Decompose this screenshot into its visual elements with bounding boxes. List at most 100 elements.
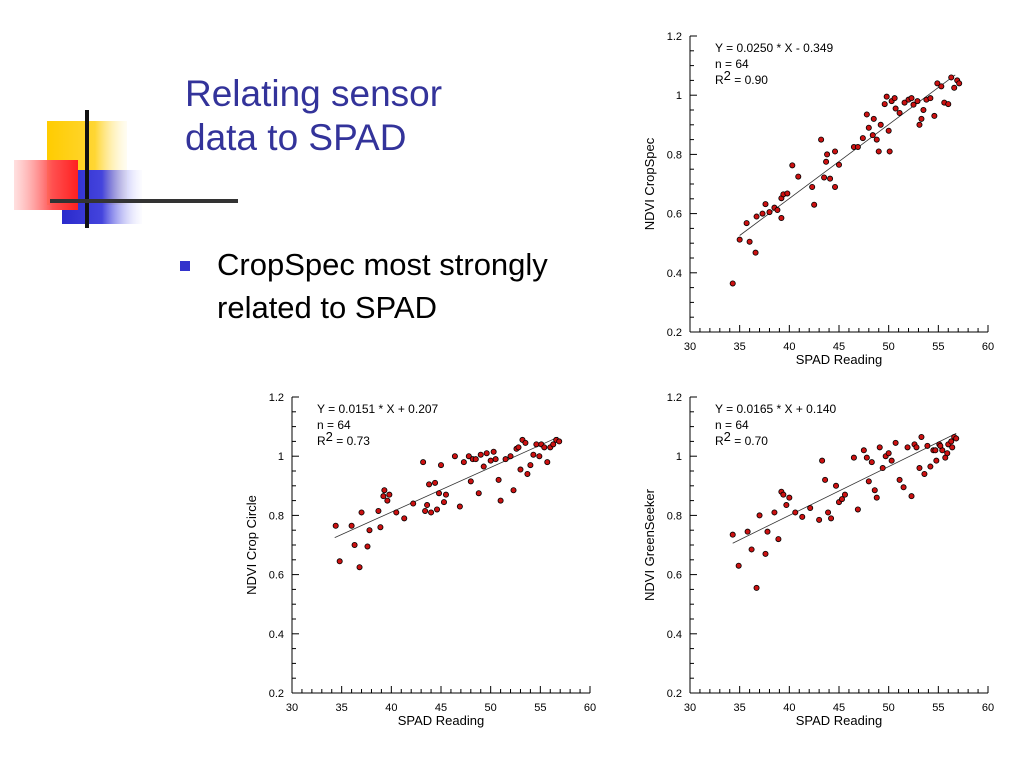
chart-0-data-point bbox=[823, 158, 830, 165]
chart-1-data-point bbox=[358, 509, 365, 516]
chart-0-data-point bbox=[795, 173, 802, 180]
chart-1-data-point bbox=[507, 453, 514, 460]
chart-0-data-point bbox=[746, 238, 753, 245]
chart-1-y-tick-label: 1.2 bbox=[269, 392, 284, 404]
chart-1-data-point bbox=[424, 502, 431, 509]
chart-1-y-axis-label: NDVI Crop Circle bbox=[244, 495, 259, 595]
chart-2-data-point bbox=[927, 463, 934, 470]
chart-1-x-tick-label: 45 bbox=[435, 702, 447, 714]
chart-2-data-point bbox=[819, 457, 826, 464]
chart-0-data-point bbox=[827, 175, 834, 182]
chart-2-data-point bbox=[879, 465, 886, 472]
chart-0-data-point bbox=[886, 148, 893, 155]
chart-1-data-point bbox=[544, 459, 551, 466]
chart-2-x-tick-label: 60 bbox=[982, 702, 994, 714]
chart-1-data-point bbox=[351, 541, 358, 548]
chart-1-data-point bbox=[480, 463, 487, 470]
chart-1-data-point bbox=[490, 448, 497, 455]
chart-2-data-point bbox=[854, 506, 861, 513]
chart-2-x-tick-label: 40 bbox=[783, 702, 795, 714]
chart-0-y-tick-label: 0.2 bbox=[667, 327, 682, 339]
chart-2-data-point bbox=[953, 435, 960, 442]
chart-1-data-point bbox=[428, 509, 435, 516]
chart-2-data-point bbox=[916, 465, 923, 472]
chart-1-r2-value: = 0.73 bbox=[333, 434, 370, 448]
chart-0-data-point bbox=[885, 127, 892, 134]
chart-2-data-point bbox=[816, 516, 823, 523]
chart-1-data-point bbox=[377, 524, 384, 531]
chart-1-r2-label: R2 = 0.73 bbox=[317, 429, 370, 448]
chart-2-data-point bbox=[807, 505, 814, 512]
chart-2-y-tick-label: 1 bbox=[676, 451, 682, 463]
chart-2-r2-prefix: R bbox=[715, 434, 724, 448]
chart-0-data-point bbox=[832, 183, 839, 190]
chart-0-data-point bbox=[854, 144, 861, 151]
chart-1-data-point bbox=[533, 441, 540, 448]
scatter-chart-cropspec: 0.2 0.4 0.6 0.8 1 1.2 30 35 40 45 50 55 60 SPAD Readi… bbox=[642, 31, 994, 367]
chart-0-y-axis-label: NDVI CropSpec bbox=[642, 137, 657, 230]
chart-0-r2-value: = 0.90 bbox=[731, 73, 768, 87]
chart-0-data-point bbox=[762, 201, 769, 208]
chart-0-x-tick-label: 40 bbox=[783, 341, 795, 353]
chart-2-r2-exponent: 2 bbox=[724, 429, 731, 444]
chart-0-y-tick-label: 1.2 bbox=[667, 31, 682, 43]
chart-1-x-tick-label: 60 bbox=[584, 702, 596, 714]
chart-2-data-point bbox=[873, 494, 880, 501]
chart-0-data-point bbox=[821, 174, 828, 181]
chart-1-data-point bbox=[442, 491, 449, 498]
chart-1-x-tick-label: 30 bbox=[286, 702, 298, 714]
slide-title-line-1: Relating sensor bbox=[185, 73, 443, 114]
chart-0-data-point bbox=[896, 109, 903, 116]
chart-0-data-point bbox=[753, 213, 760, 220]
chart-2-data-point bbox=[783, 502, 790, 509]
chart-1-data-point bbox=[492, 456, 499, 463]
chart-1-data-point bbox=[375, 507, 382, 514]
chart-1-data-point bbox=[393, 509, 400, 516]
chart-2-data-point bbox=[885, 450, 892, 457]
chart-1-data-point bbox=[510, 487, 517, 494]
chart-1-data-point bbox=[451, 453, 458, 460]
chart-0-data-point bbox=[908, 95, 915, 102]
chart-0-y-tick-label: 0.6 bbox=[667, 209, 682, 221]
chart-2-data-point bbox=[948, 438, 955, 445]
chart-1-n-label: n = 64 bbox=[317, 418, 351, 432]
chart-0-data-point bbox=[809, 183, 816, 190]
chart-0-data-point bbox=[789, 162, 796, 169]
chart-2-data-point bbox=[871, 487, 878, 494]
chart-1-data-point bbox=[556, 438, 563, 445]
chart-0-x-tick-label: 50 bbox=[883, 341, 895, 353]
chart-0-data-point bbox=[901, 99, 908, 106]
chart-1-data-point bbox=[550, 441, 557, 448]
bullet-item: CropSpec most strongly related to SPAD bbox=[217, 243, 617, 329]
chart-2-regression-line bbox=[732, 432, 957, 544]
chart-0-data-point bbox=[916, 121, 923, 128]
chart-1-data-point bbox=[487, 457, 494, 464]
chart-1-data-point bbox=[437, 462, 444, 469]
chart-0-data-point bbox=[948, 74, 955, 81]
chart-2-data-point bbox=[786, 494, 793, 501]
chart-2-data-point bbox=[860, 447, 867, 454]
chart-2-data-point bbox=[937, 442, 944, 449]
chart-0-data-point bbox=[945, 101, 952, 108]
chart-2-data-point bbox=[735, 562, 742, 569]
chart-2-data-point bbox=[799, 513, 806, 520]
chart-2-data-point bbox=[838, 496, 845, 503]
chart-2-data-point bbox=[932, 447, 939, 454]
chart-1-y-tick-label: 0.2 bbox=[269, 688, 284, 700]
chart-2-r2-value: = 0.70 bbox=[731, 434, 768, 448]
chart-1-data-point bbox=[515, 444, 522, 451]
chart-1-data-point bbox=[432, 479, 439, 486]
chart-1-data-point bbox=[495, 476, 502, 483]
chart-1-data-point bbox=[401, 515, 408, 522]
chart-2-data-point bbox=[904, 444, 911, 451]
chart-2-y-tick-label: 1.2 bbox=[667, 392, 682, 404]
chart-1-r2-exponent: 2 bbox=[326, 429, 333, 444]
chart-1-data-point bbox=[380, 493, 387, 500]
chart-1-data-point bbox=[386, 491, 393, 498]
chart-0-data-point bbox=[743, 220, 750, 227]
slide-title: Relating sensor data to SPAD bbox=[185, 72, 605, 160]
chart-2-x-tick-label: 55 bbox=[932, 702, 944, 714]
chart-1-y-tick-label: 0.6 bbox=[269, 570, 284, 582]
chart-2-data-point bbox=[841, 491, 848, 498]
chart-1-data-point bbox=[420, 459, 427, 466]
